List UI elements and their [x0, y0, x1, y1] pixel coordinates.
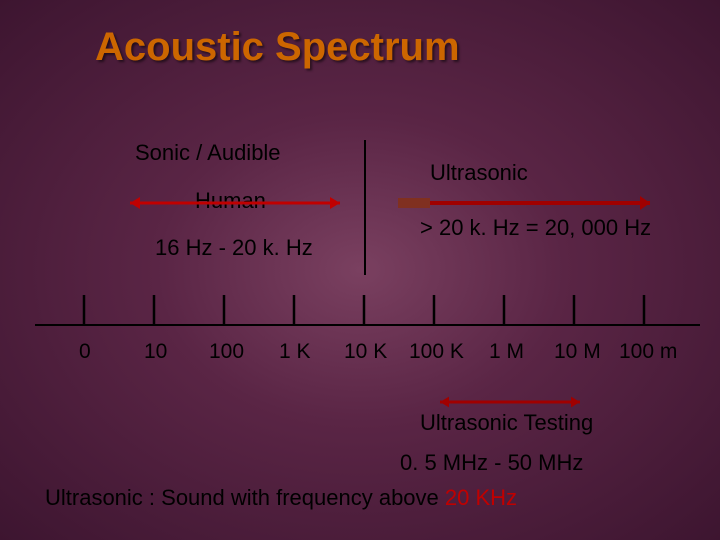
axis-tick-label: 1 M	[489, 340, 524, 364]
axis-tick-label: 10	[144, 340, 167, 364]
axis-tick-label: 100 K	[409, 340, 464, 364]
axis-tick-label: 10 K	[344, 340, 387, 364]
axis-tick-label: 100	[209, 340, 244, 364]
diagram-svg	[0, 0, 720, 540]
axis-tick-label: 0	[79, 340, 91, 364]
axis-tick-label: 10 M	[554, 340, 601, 364]
axis-tick-label: 1 K	[279, 340, 311, 364]
axis-tick-label: 100 m	[619, 340, 677, 364]
